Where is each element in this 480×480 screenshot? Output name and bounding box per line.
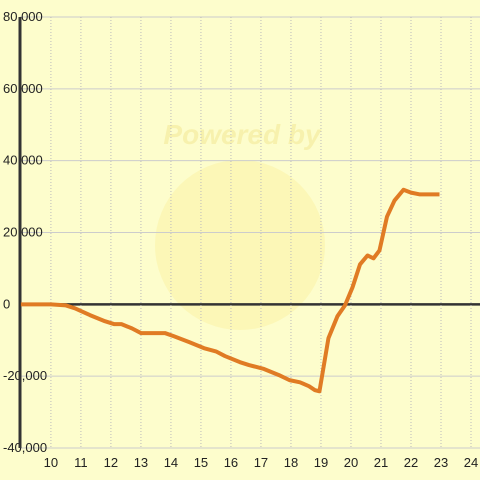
x-tick-label: 11: [74, 455, 88, 470]
x-tick-label: 20: [344, 455, 358, 470]
x-tick-label: 16: [224, 455, 238, 470]
y-tick-label: 20,000: [3, 225, 43, 240]
watermark-logo: [155, 160, 325, 330]
x-tick-label: 13: [134, 455, 148, 470]
y-tick-label: 60,000: [3, 81, 43, 96]
x-tick-label: 12: [104, 455, 118, 470]
watermark: Powered by: [163, 119, 322, 150]
y-tick-label: 40,000: [3, 153, 43, 168]
y-tick-label: 0: [3, 296, 10, 311]
x-tick-label: 15: [194, 455, 208, 470]
x-tick-label: 23: [434, 455, 448, 470]
x-tick-label: 14: [164, 455, 178, 470]
x-tick-label: 10: [44, 455, 58, 470]
line: [20, 187, 440, 394]
x-tick-label: 24: [464, 455, 478, 470]
x-tick-label: 18: [284, 455, 298, 470]
x-tick-label: 22: [404, 455, 418, 470]
x-tick-label: 21: [374, 455, 388, 470]
x-tick-label: 17: [254, 455, 268, 470]
y-tick-label: 80,000: [3, 9, 43, 24]
x-tick-label: 19: [314, 455, 328, 470]
y-tick-label: -20,000: [3, 368, 47, 383]
y-tick-label: -40,000: [3, 440, 47, 455]
